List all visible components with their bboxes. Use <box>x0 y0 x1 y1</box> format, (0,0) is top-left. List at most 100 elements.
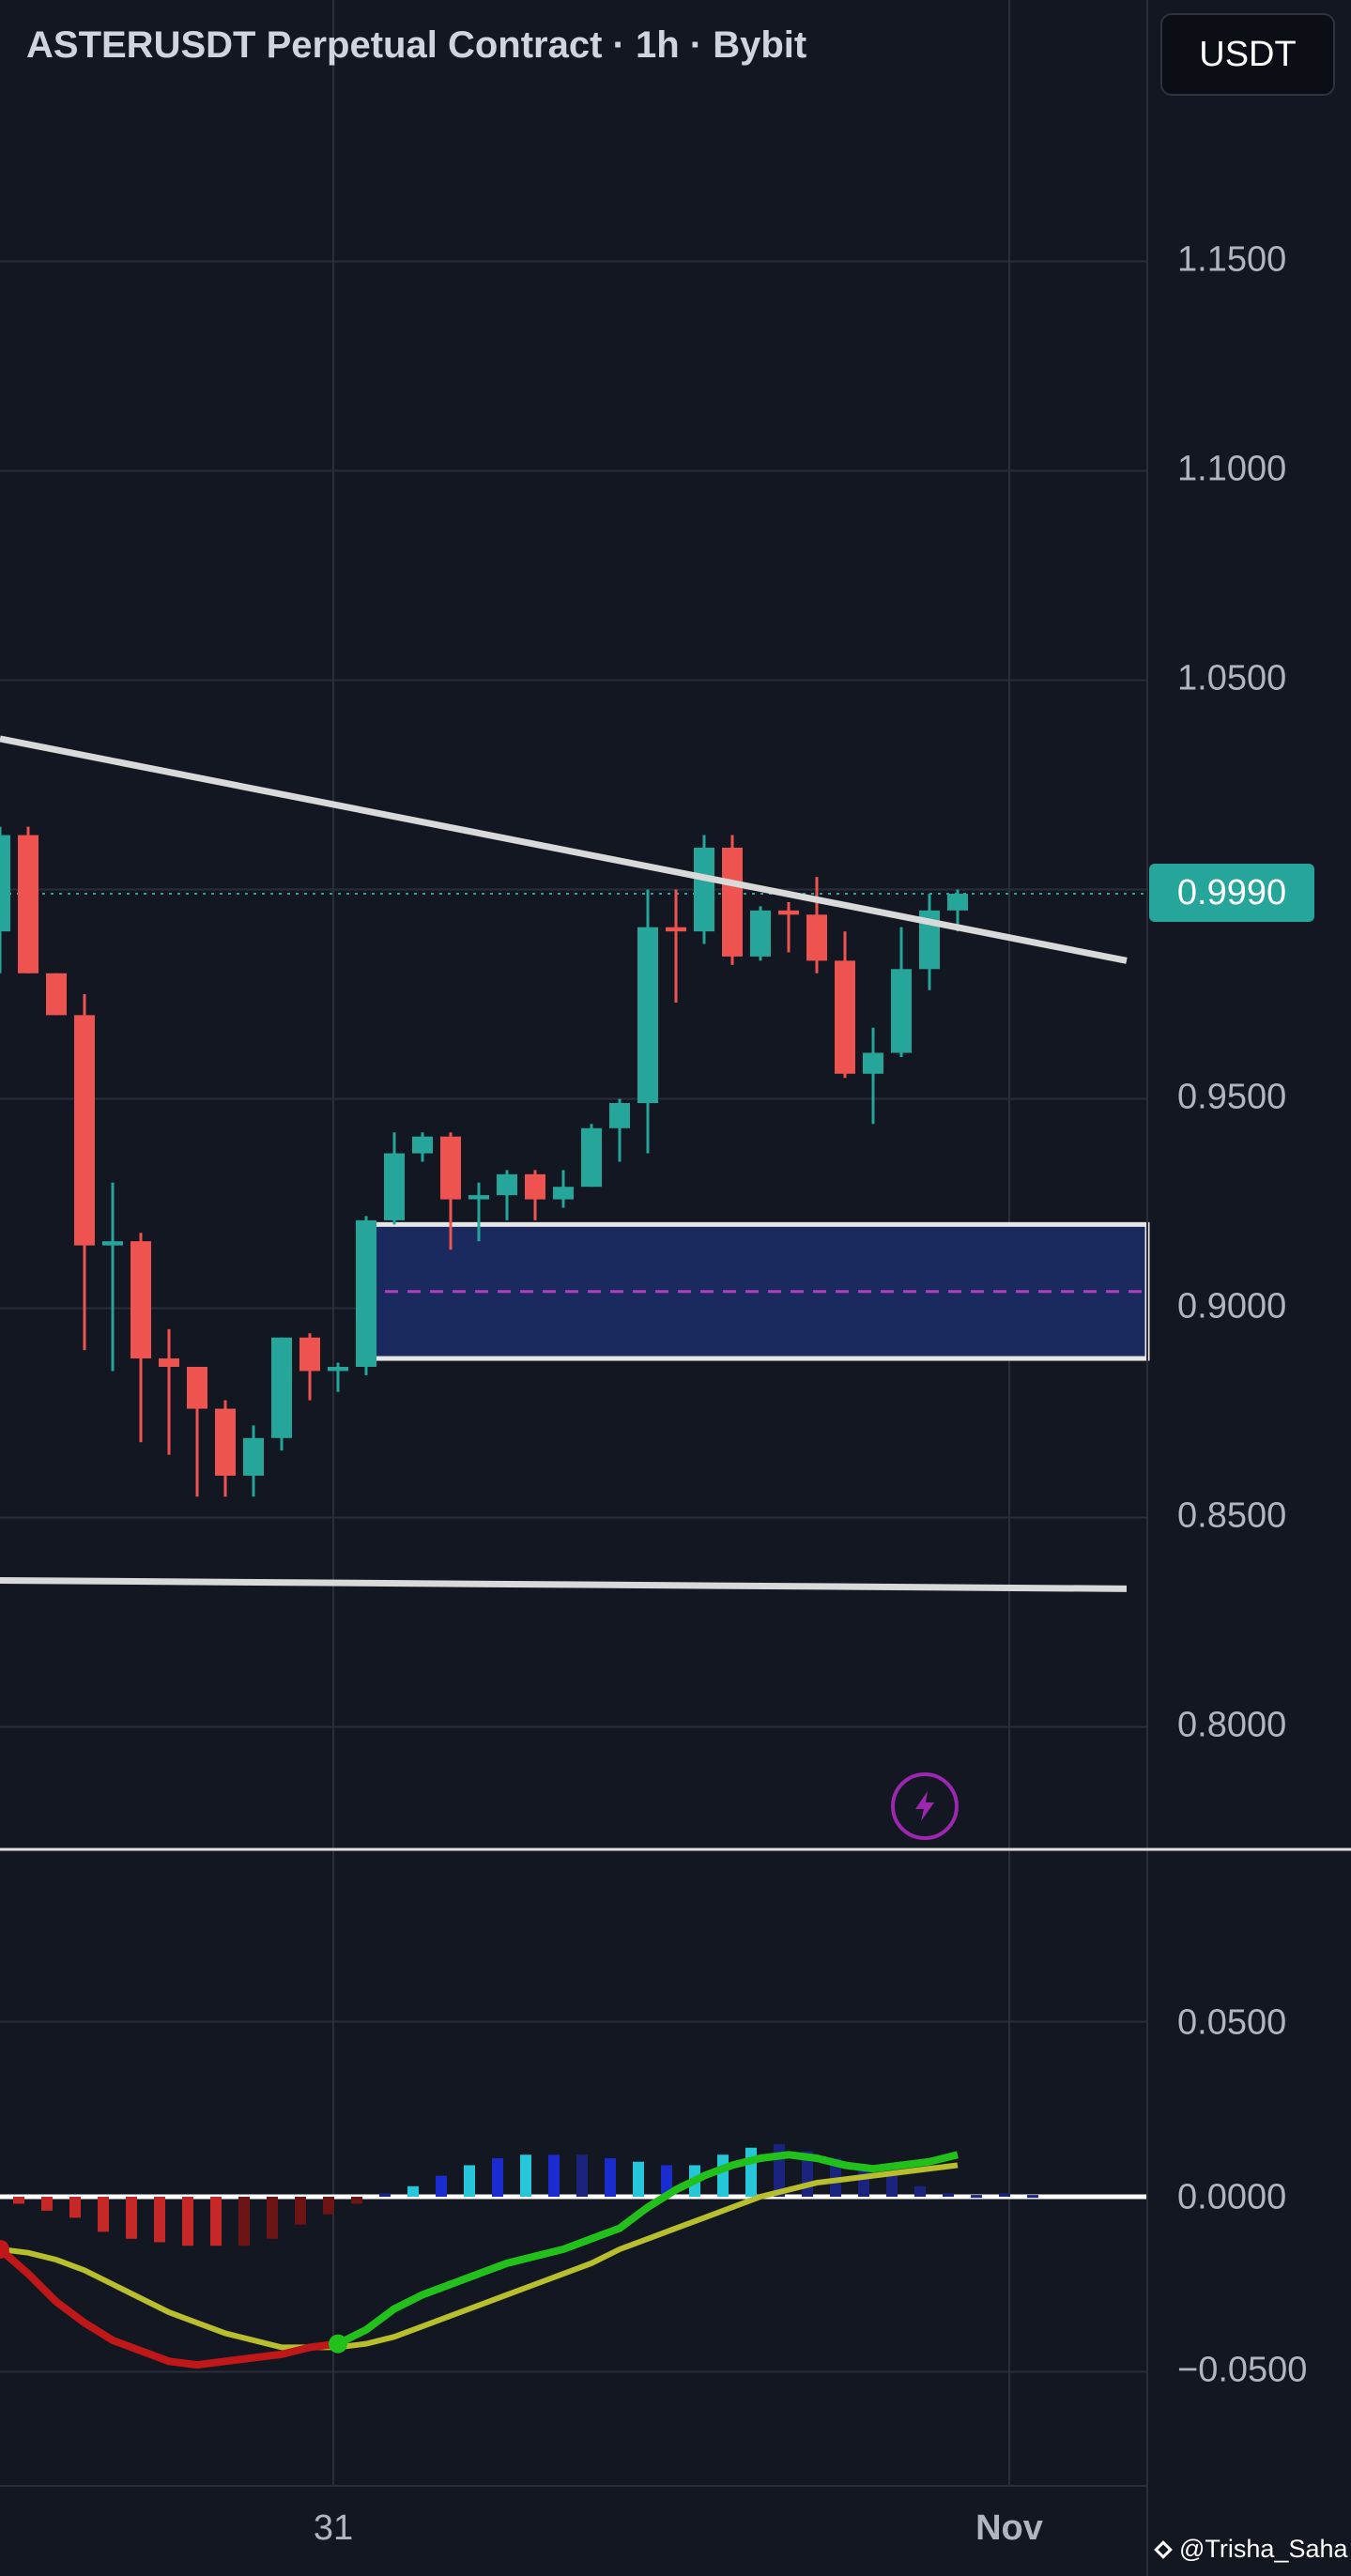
time-tick-label: Nov <box>975 2508 1043 2548</box>
time-tick-label: 31 <box>313 2508 354 2548</box>
chart-title: ASTERUSDT Perpetual Contract · 1h · Bybi… <box>26 24 807 66</box>
macd-histogram-bar <box>154 2197 165 2243</box>
macd-histogram-bar <box>971 2195 982 2199</box>
macd-histogram-bar <box>633 2161 644 2197</box>
candle-body <box>243 1437 264 1476</box>
price-tick-label: 0.8000 <box>1177 1705 1287 1745</box>
price-tick-label: 0.8500 <box>1177 1495 1287 1536</box>
macd-cross-marker <box>329 2334 347 2354</box>
candle-body <box>384 1153 405 1220</box>
macd-histogram-bar <box>943 2193 954 2197</box>
zone-box <box>371 1221 1150 1361</box>
candle-body <box>18 835 38 974</box>
candle-body <box>609 1103 630 1128</box>
macd-histogram-bar <box>999 2193 1010 2197</box>
macd-histogram-bar <box>717 2154 729 2197</box>
macd-histogram-bar <box>126 2197 137 2239</box>
macd-histogram-bar <box>69 2197 81 2218</box>
candle-body <box>637 927 658 1103</box>
candle-body <box>947 894 968 911</box>
price-tick-label: 1.0500 <box>1177 658 1287 698</box>
candle-body <box>806 914 827 961</box>
candle-body <box>863 1052 883 1074</box>
macd-tick-label: −0.0500 <box>1177 2350 1308 2390</box>
candle-body <box>497 1173 517 1196</box>
macd-histogram-bar <box>661 2165 672 2197</box>
macd-tick-label: 0.0500 <box>1177 2002 1287 2043</box>
candle-body <box>891 969 912 1053</box>
candle-body <box>553 1187 574 1200</box>
demand-zone[interactable] <box>371 1221 1150 1361</box>
candle-body <box>581 1127 602 1188</box>
macd-histogram-bar <box>548 2154 560 2197</box>
candle-body <box>74 1015 95 1246</box>
macd-line-bearish <box>0 2246 339 2369</box>
macd-histogram-bar <box>210 2197 222 2246</box>
candle-body <box>102 1241 123 1246</box>
candle-body <box>468 1195 489 1200</box>
candle-body <box>750 910 771 957</box>
candlestick-series <box>0 826 968 1497</box>
macd-histogram-bar <box>1027 2195 1038 2199</box>
candle-body <box>525 1173 545 1200</box>
price-tick-label: 1.1000 <box>1177 449 1287 489</box>
lightning-bolt-icon[interactable] <box>891 1772 959 1840</box>
candle-body <box>0 835 10 932</box>
macd-histogram-bar <box>492 2157 503 2197</box>
current-price-tag: 0.9990 <box>1149 864 1314 922</box>
macd-histogram-bar <box>41 2197 53 2211</box>
lightning-bolt-glyph <box>915 1791 934 1821</box>
macd-histogram-bar <box>858 2165 869 2197</box>
candle-body <box>215 1408 236 1476</box>
candle-body <box>328 1366 348 1372</box>
currency-button[interactable]: USDT <box>1160 13 1335 96</box>
candle-body <box>666 927 686 932</box>
candle-body <box>46 973 67 1016</box>
macd-histogram-bar <box>464 2165 475 2197</box>
macd-tick-label: 0.0000 <box>1177 2177 1287 2217</box>
macd-histogram-bar <box>576 2154 588 2197</box>
macd-histogram-bar <box>745 2147 757 2197</box>
macd-histogram-bar <box>295 2197 306 2225</box>
candle-body <box>356 1219 376 1367</box>
candle-body <box>159 1358 179 1367</box>
watermark-text: @Trisha_Saha <box>1179 2535 1348 2563</box>
macd-histogram-bar <box>182 2197 193 2246</box>
candle-body <box>694 847 714 932</box>
macd-histogram-bar <box>323 2197 334 2215</box>
macd-cross-marker <box>0 2239 9 2259</box>
candle-body <box>130 1241 151 1359</box>
macd-histogram-bar <box>830 2157 841 2197</box>
price-tick-label: 0.9000 <box>1177 1286 1287 1326</box>
author-watermark: @Trisha_Saha <box>1154 2535 1348 2564</box>
macd-histogram-bar <box>914 2185 926 2197</box>
macd-line-bullish <box>336 2151 959 2348</box>
trendlines[interactable] <box>0 735 1128 1592</box>
macd-histogram-bar <box>351 2197 362 2204</box>
trendline <box>0 1576 1128 1592</box>
macd-histogram-bar <box>605 2157 616 2197</box>
candle-body <box>722 847 743 957</box>
candle-body <box>187 1366 207 1409</box>
macd-histogram-bar <box>13 2197 24 2204</box>
price-tick-label: 1.1500 <box>1177 239 1287 280</box>
signal-line <box>0 2162 959 2351</box>
price-tick-label: 0.9500 <box>1177 1077 1287 1117</box>
macd-histogram-bar <box>267 2197 278 2239</box>
candle-body <box>778 910 799 915</box>
macd-histogram-bar <box>886 2175 898 2197</box>
candle-body <box>835 960 855 1074</box>
macd-histogram-bar <box>98 2197 109 2232</box>
macd-histogram-bar <box>407 2185 419 2197</box>
candle-body <box>440 1136 461 1200</box>
macd-histogram-bar <box>379 2193 391 2197</box>
diamond-logo-icon <box>1154 2539 1173 2559</box>
macd-histogram-bar <box>238 2197 250 2246</box>
macd-histogram-bar <box>436 2175 447 2197</box>
macd-histogram-bar <box>520 2154 531 2197</box>
trendline <box>0 735 1128 964</box>
candle-body <box>271 1337 292 1438</box>
macd-indicator <box>0 2144 1147 2369</box>
